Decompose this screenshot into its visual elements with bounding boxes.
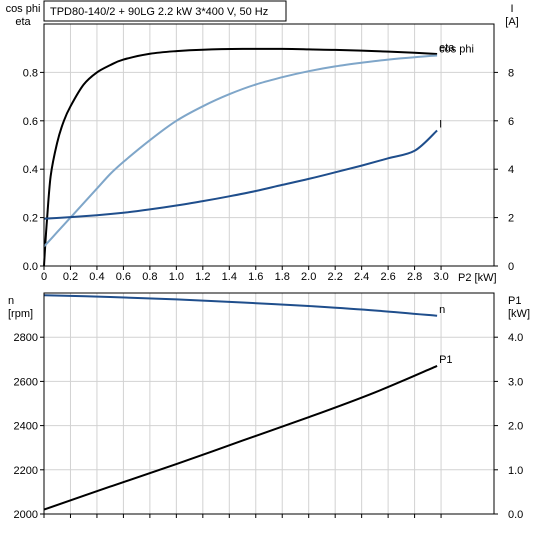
series-line-i bbox=[43, 129, 438, 220]
y-left-tick-label: 0.8 bbox=[23, 67, 38, 79]
x-tick-label: 2.0 bbox=[301, 271, 316, 283]
bottom-y-left-label-line2: [rpm] bbox=[8, 308, 33, 320]
x-tick-label: 0 bbox=[41, 271, 47, 283]
y-left-tick-label: 0.6 bbox=[23, 116, 38, 128]
y-right-tick-label: 4 bbox=[508, 164, 514, 176]
y-left-tick-label: 2800 bbox=[14, 332, 38, 344]
x-tick-label: 0.2 bbox=[63, 271, 78, 283]
y-right-tick-label: 8 bbox=[508, 67, 514, 79]
x-tick-label: 1.6 bbox=[248, 271, 263, 283]
x-tick-label: 1.4 bbox=[222, 271, 237, 283]
y-left-tick-label: 2200 bbox=[14, 465, 38, 477]
chart-title: TPD80-140/2 + 90LG 2.2 kW 3*400 V, 50 Hz bbox=[50, 6, 268, 18]
bottom-y-right-label-line2: [kW] bbox=[508, 308, 530, 320]
series-line-p1 bbox=[43, 364, 438, 511]
x-tick-label: 0.4 bbox=[89, 271, 104, 283]
bottom-grid bbox=[44, 293, 494, 514]
bottom-series: n P1 bbox=[43, 294, 453, 511]
top-y-right-label-line2: [A] bbox=[505, 16, 518, 28]
bottom-y-right-label-line1: P1 bbox=[508, 295, 521, 307]
series-label-n: n bbox=[439, 304, 445, 316]
bottom-ticks: 2000 2200 2400 2600 2800 0.0 1.0 2.0 3.0 4.0 bbox=[14, 332, 524, 521]
series-label-cos-phi: cos phi bbox=[439, 43, 474, 55]
title-box bbox=[43, 0, 287, 22]
x-tick-label: 0.6 bbox=[116, 271, 131, 283]
y-left-tick-label: 0.0 bbox=[23, 261, 38, 273]
x-tick-label: 2.8 bbox=[407, 271, 422, 283]
y-right-tick-label: 0 bbox=[508, 261, 514, 273]
top-ticks: 0 0.2 0.4 0.6 0.8 1.0 1.2 1.4 1.6 1.8 2.0 2.2 2.4 2.6… bbox=[23, 67, 514, 283]
x-tick-label: 1.0 bbox=[169, 271, 184, 283]
y-right-tick-label: 4.0 bbox=[508, 332, 523, 344]
series-line-eta bbox=[43, 47, 438, 267]
y-left-tick-label: 2000 bbox=[14, 509, 38, 521]
x-tick-label: 0.8 bbox=[142, 271, 157, 283]
x-tick-label: 1.8 bbox=[275, 271, 290, 283]
x-tick-label: 2.6 bbox=[380, 271, 395, 283]
y-left-tick-label: 2400 bbox=[14, 421, 38, 433]
y-left-tick-label: 0.4 bbox=[23, 164, 38, 176]
y-left-tick-label: 0.2 bbox=[23, 213, 38, 225]
top-y-right-label-line1: I bbox=[510, 3, 513, 15]
x-tick-label: 2.4 bbox=[354, 271, 369, 283]
top-plot-frame bbox=[43, 23, 495, 267]
bottom-plot-frame bbox=[43, 292, 495, 515]
bottom-panel: n P1 n [rpm] P1 [kW] 2000 2200 2400 2600 2800… bbox=[8, 292, 530, 521]
x-tick-label: 2.2 bbox=[328, 271, 343, 283]
x-tick-label: 3.0 bbox=[433, 271, 448, 283]
series-line-n bbox=[43, 294, 438, 317]
bottom-y-left-label-line1: n bbox=[8, 295, 14, 307]
top-grid bbox=[44, 24, 494, 266]
series-label-p1: P1 bbox=[439, 354, 452, 366]
series-line-cos-phi bbox=[43, 54, 438, 248]
y-right-tick-label: 2.0 bbox=[508, 421, 523, 433]
y-right-tick-label: 2 bbox=[508, 213, 514, 225]
series-label-eta: eta bbox=[439, 42, 455, 54]
y-right-tick-label: 3.0 bbox=[508, 376, 523, 388]
top-x-label: P2 [kW] bbox=[458, 272, 497, 284]
y-left-tick-label: 2600 bbox=[14, 376, 38, 388]
top-y-left-label-line2: eta bbox=[15, 16, 31, 28]
y-right-tick-label: 6 bbox=[508, 116, 514, 128]
y-right-tick-label: 0.0 bbox=[508, 509, 523, 521]
y-right-tick-label: 1.0 bbox=[508, 465, 523, 477]
top-y-left-label-line1: cos phi bbox=[6, 3, 41, 15]
x-tick-label: 1.2 bbox=[195, 271, 210, 283]
series-label-i: I bbox=[439, 118, 442, 130]
